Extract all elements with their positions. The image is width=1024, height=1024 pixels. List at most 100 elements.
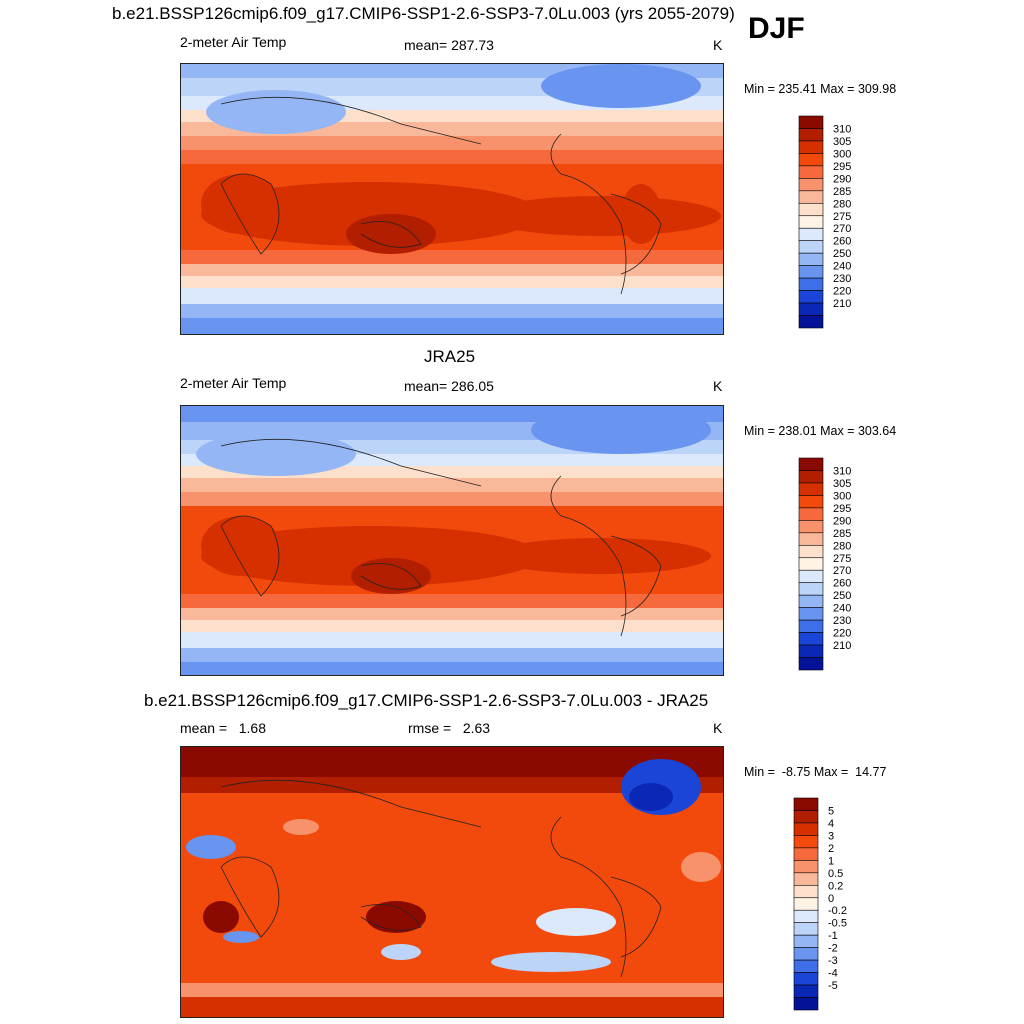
colorbar-swatch bbox=[798, 582, 824, 596]
colorbar-tick-label: 290 bbox=[833, 515, 851, 527]
colorbar-tick-label: 0 bbox=[828, 893, 834, 905]
colorbar-tick-label: 250 bbox=[833, 248, 851, 260]
panel1-map-canvas bbox=[181, 64, 723, 334]
colorbar-swatch bbox=[798, 315, 824, 329]
colorbar-tick-label: 295 bbox=[833, 503, 851, 515]
colorbar-swatch bbox=[798, 240, 824, 254]
colorbar-swatch bbox=[793, 972, 819, 986]
panel3-map-canvas bbox=[181, 747, 723, 1017]
colorbar-tick-label: 220 bbox=[833, 286, 851, 298]
colorbar-tick-label: 285 bbox=[833, 186, 851, 198]
colorbar-tick-label: 275 bbox=[833, 211, 851, 223]
panel3-rmse-label: rmse = 2.63 bbox=[408, 720, 491, 736]
panel2-units-label: K bbox=[713, 378, 723, 394]
colorbar-swatch bbox=[798, 607, 824, 621]
panel3-units-label: K bbox=[713, 720, 723, 736]
colorbar-swatch bbox=[798, 277, 824, 291]
colorbar-swatch bbox=[793, 959, 819, 973]
colorbar-swatch bbox=[793, 835, 819, 849]
colorbar-swatch bbox=[798, 657, 824, 671]
colorbar-swatch bbox=[793, 934, 819, 948]
colorbar-swatch bbox=[798, 544, 824, 559]
colorbar-tick-label: 4 bbox=[828, 818, 834, 830]
panel1-variable-label: 2-meter Air Temp bbox=[180, 34, 287, 50]
colorbar-swatch bbox=[798, 128, 824, 142]
panel2-map-canvas bbox=[181, 406, 723, 675]
colorbar-swatch bbox=[793, 922, 819, 936]
panel1-map bbox=[180, 63, 724, 335]
colorbar-tick-label: 305 bbox=[833, 478, 851, 490]
colorbar-swatch bbox=[798, 644, 824, 658]
colorbar-swatch bbox=[798, 457, 824, 471]
colorbar-tick-label: -4 bbox=[828, 968, 838, 980]
colorbar-swatch bbox=[798, 594, 824, 608]
colorbar-swatch bbox=[798, 265, 824, 279]
colorbar-tick-label: 295 bbox=[833, 161, 851, 173]
colorbar-swatch bbox=[798, 215, 824, 229]
colorbar-tick-label: 230 bbox=[833, 273, 851, 285]
panel3-mean-label: mean = 1.68 bbox=[180, 720, 267, 736]
colorbar-swatch bbox=[798, 202, 824, 217]
colorbar-swatch bbox=[798, 482, 824, 496]
colorbar-swatch bbox=[798, 302, 824, 316]
colorbar-tick-label: -5 bbox=[828, 980, 838, 992]
colorbar-swatch bbox=[798, 520, 824, 534]
colorbar-tick-label: -0.5 bbox=[828, 918, 847, 930]
panel2-minmax-label: Min = 238.01 Max = 303.64 bbox=[744, 424, 897, 438]
colorbar-tick-label: 300 bbox=[833, 148, 851, 160]
colorbar-tick-label: 0.5 bbox=[828, 868, 843, 880]
colorbar-swatch bbox=[793, 860, 819, 874]
panel2-colorbar: 310 305 300 295 290 285 280 275 270 260 250 240 230 2… bbox=[798, 457, 869, 672]
colorbar-swatch bbox=[798, 178, 824, 192]
colorbar-tick-label: 210 bbox=[833, 640, 851, 652]
panel3-title: b.e21.BSSP126cmip6.f09_g17.CMIP6-SSP1-2.… bbox=[144, 691, 709, 710]
colorbar-swatch bbox=[793, 897, 819, 911]
colorbar-tick-label: 0.2 bbox=[828, 880, 843, 892]
colorbar-swatch bbox=[798, 153, 824, 167]
colorbar-tick-label: 290 bbox=[833, 173, 851, 185]
colorbar-swatch bbox=[798, 115, 824, 129]
colorbar-tick-label: 260 bbox=[833, 236, 851, 248]
season-label: DJF bbox=[748, 12, 805, 45]
colorbar-tick-label: 280 bbox=[833, 198, 851, 210]
colorbar-swatch bbox=[798, 532, 824, 546]
panel1-mean-label: mean= 287.73 bbox=[404, 37, 494, 53]
colorbar-tick-label: 230 bbox=[833, 615, 851, 627]
colorbar-swatch bbox=[798, 227, 824, 242]
panel1-colorbar: 310 305 300 295 290 285 280 275 270 260 250 240 230 2… bbox=[798, 115, 869, 330]
colorbar-swatch bbox=[793, 847, 819, 861]
colorbar-tick-label: 260 bbox=[833, 578, 851, 590]
colorbar-swatch bbox=[793, 797, 819, 811]
colorbar-swatch bbox=[798, 619, 824, 633]
colorbar-swatch bbox=[793, 984, 819, 998]
colorbar-tick-label: 210 bbox=[833, 298, 851, 310]
colorbar-swatch bbox=[798, 290, 824, 304]
colorbar-tick-label: 305 bbox=[833, 136, 851, 148]
colorbar-tick-label: 275 bbox=[833, 553, 851, 565]
colorbar-tick-label: 270 bbox=[833, 565, 851, 577]
panel1-minmax-label: Min = 235.41 Max = 309.98 bbox=[744, 82, 897, 96]
colorbar-swatch bbox=[793, 909, 819, 924]
colorbar-tick-label: -3 bbox=[828, 955, 838, 967]
colorbar-tick-label: 2 bbox=[828, 843, 834, 855]
colorbar-tick-label: 300 bbox=[833, 490, 851, 502]
colorbar-tick-label: -1 bbox=[828, 930, 838, 942]
colorbar-tick-label: -0.2 bbox=[828, 905, 847, 917]
colorbar-swatch bbox=[798, 165, 824, 179]
colorbar-swatch bbox=[793, 872, 819, 886]
panel2-mean-label: mean= 286.05 bbox=[404, 378, 494, 394]
colorbar-swatch bbox=[798, 252, 824, 266]
colorbar-tick-label: -2 bbox=[828, 943, 838, 955]
colorbar-tick-label: 1 bbox=[828, 855, 834, 867]
colorbar-swatch bbox=[798, 507, 824, 521]
colorbar-swatch bbox=[798, 190, 824, 204]
colorbar-swatch bbox=[793, 810, 819, 824]
colorbar-swatch bbox=[798, 470, 824, 484]
colorbar-swatch bbox=[793, 822, 819, 836]
colorbar-swatch bbox=[798, 569, 824, 584]
panel1-colorbar-canvas: 3103053002952902852802752702602502402302… bbox=[798, 115, 851, 329]
panel2-colorbar-canvas: 3103053002952902852802752702602502402302… bbox=[798, 457, 851, 671]
colorbar-swatch bbox=[798, 495, 824, 509]
panel2-map bbox=[180, 405, 724, 676]
